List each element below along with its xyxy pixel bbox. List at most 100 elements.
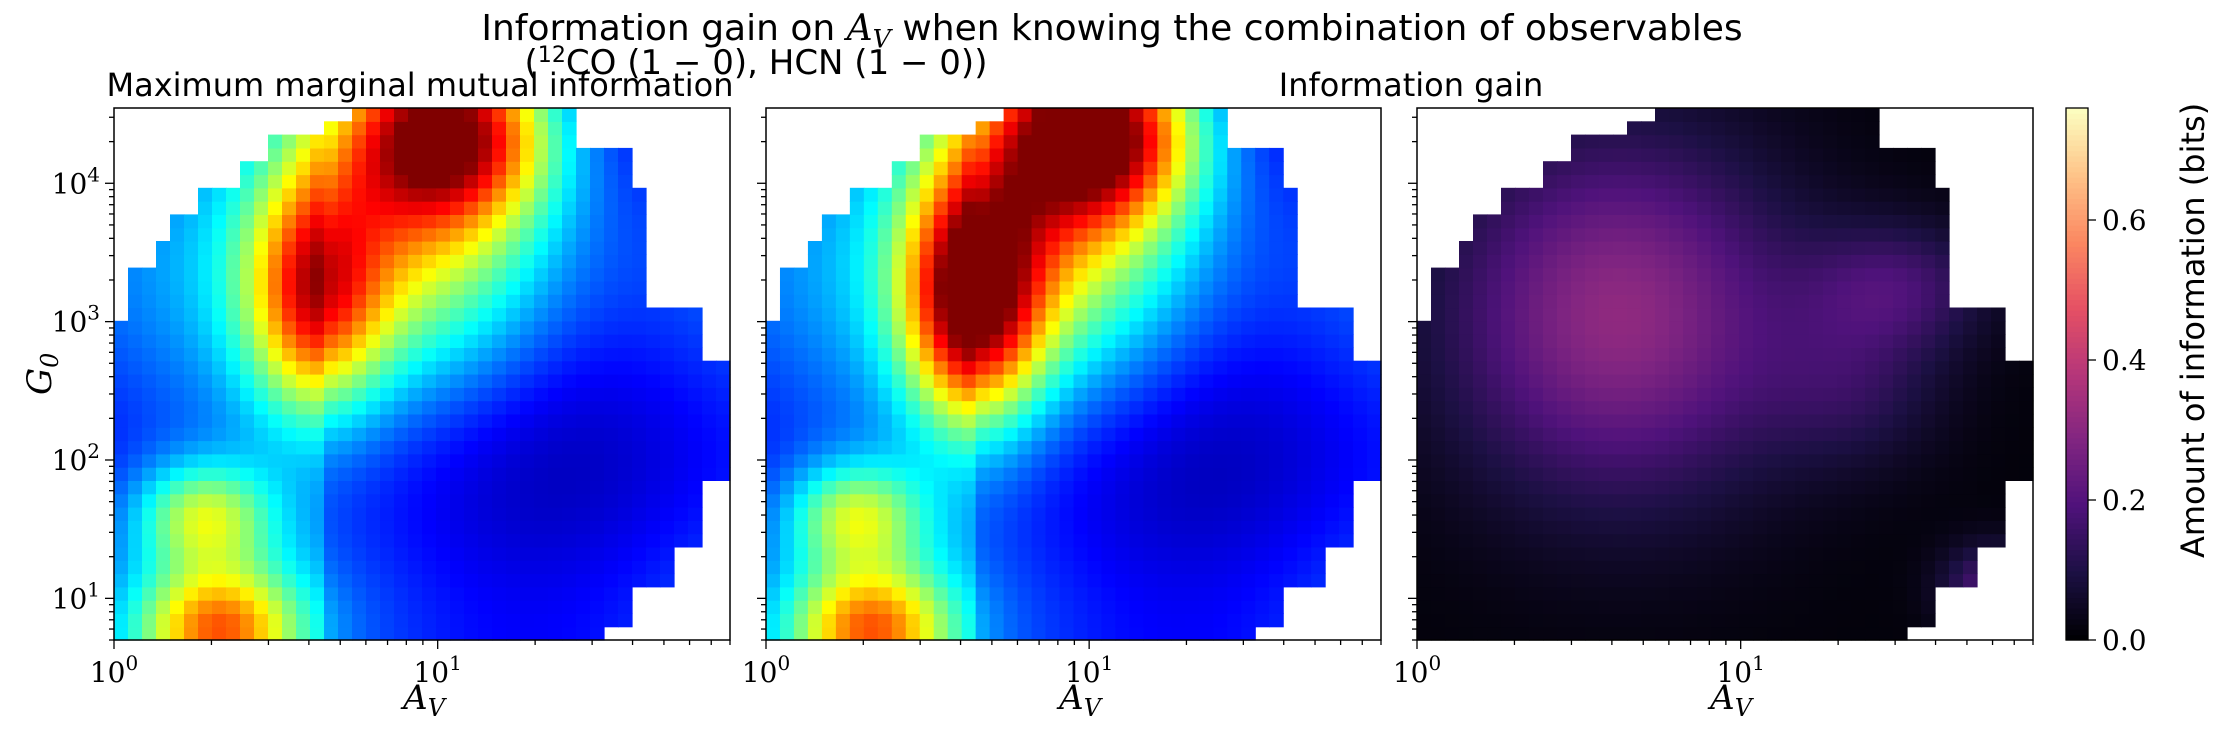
heatmap-cell xyxy=(1185,147,1200,162)
heatmap-cell xyxy=(1865,573,1880,588)
heatmap-cell xyxy=(142,480,157,495)
heatmap-cell xyxy=(422,546,437,561)
heatmap-cell xyxy=(1143,440,1158,455)
heatmap-cell xyxy=(1031,573,1047,588)
heatmap-cell xyxy=(576,507,591,521)
heatmap-cell xyxy=(240,560,255,575)
heatmap-cell xyxy=(1017,187,1033,202)
heatmap-cell xyxy=(1557,267,1572,282)
heatmap-cell xyxy=(226,214,241,229)
heatmap-cell xyxy=(947,147,963,162)
heatmap-cell xyxy=(716,374,731,388)
heatmap-cell xyxy=(1753,280,1768,295)
heatmap-cell xyxy=(1297,307,1312,322)
heatmap-cell xyxy=(1907,214,1922,229)
heatmap-cell xyxy=(1795,427,1810,442)
heatmap-cell xyxy=(1599,294,1614,309)
heatmap-cell xyxy=(1087,374,1103,388)
heatmap-cell xyxy=(534,427,549,442)
heatmap-cell xyxy=(324,134,339,149)
heatmap-cell xyxy=(380,201,395,215)
colorbar-step xyxy=(2066,352,2088,359)
heatmap-cell xyxy=(1557,413,1572,428)
heatmap-cell xyxy=(436,533,451,548)
heatmap-cell xyxy=(114,440,129,455)
heatmap-cell xyxy=(408,533,423,548)
heatmap-cell xyxy=(716,360,731,375)
heatmap-cell xyxy=(464,161,479,176)
heatmap-cell xyxy=(352,174,367,189)
heatmap-cell xyxy=(422,560,437,575)
heatmap-cell xyxy=(1473,586,1488,601)
heatmap-cell xyxy=(1255,453,1270,468)
heatmap-cell xyxy=(1669,360,1684,375)
heatmap-cell xyxy=(1255,600,1270,614)
heatmap-cell xyxy=(1353,427,1368,442)
heatmap-cell xyxy=(1501,626,1516,641)
colorbar-step xyxy=(2066,177,2088,184)
heatmap-cell xyxy=(793,546,809,561)
panel-frame-2 xyxy=(765,107,1382,641)
heatmap-cell xyxy=(891,507,907,521)
heatmap-cell xyxy=(1367,400,1382,415)
heatmap-cell xyxy=(240,427,255,442)
colorbar-step xyxy=(2066,219,2088,226)
heatmap-cell xyxy=(324,533,339,548)
heatmap-cell xyxy=(877,413,893,428)
heatmap-cell xyxy=(604,147,619,162)
heatmap-cell xyxy=(254,201,269,215)
heatmap-cell xyxy=(1185,613,1200,628)
heatmap-cell xyxy=(1627,520,1642,535)
heatmap-cell xyxy=(1669,613,1684,628)
heatmap-cell xyxy=(905,546,921,561)
heatmap-cell xyxy=(1753,626,1768,641)
heatmap-cell xyxy=(1627,613,1642,628)
heatmap-cell xyxy=(394,480,409,495)
colorbar-step xyxy=(2066,182,2088,189)
heatmap-cell xyxy=(1045,147,1061,162)
heatmap-cell xyxy=(1213,121,1228,136)
heatmap-cell xyxy=(268,467,283,481)
heatmap-cell xyxy=(282,201,297,215)
heatmap-cell xyxy=(1795,626,1810,641)
heatmap-cell xyxy=(464,533,479,548)
heatmap-cell xyxy=(1227,347,1242,362)
heatmap-cell xyxy=(1515,387,1530,402)
heatmap-cell xyxy=(1627,493,1642,508)
heatmap-cell xyxy=(821,546,837,561)
heatmap-cell xyxy=(1795,493,1810,508)
heatmap-cell xyxy=(863,241,879,255)
heatmap-cell xyxy=(1739,613,1754,628)
heatmap-cell xyxy=(1739,280,1754,295)
heatmap-cell xyxy=(1199,267,1214,282)
heatmap-cell xyxy=(1129,108,1144,122)
heatmap-cell xyxy=(646,400,661,415)
heatmap-cell xyxy=(1795,108,1810,122)
heatmap-cell xyxy=(1557,586,1572,601)
heatmap-cell xyxy=(1655,573,1670,588)
heatmap-cell xyxy=(422,121,437,136)
heatmap-cell xyxy=(296,480,311,495)
heatmap-cell xyxy=(1725,560,1740,575)
heatmap-cell xyxy=(1087,241,1103,255)
heatmap-cell xyxy=(1143,174,1158,189)
heatmap-cell xyxy=(548,613,563,628)
heatmap-cell xyxy=(1879,533,1894,548)
heatmap-cell xyxy=(1543,613,1558,628)
heatmap-cell xyxy=(632,280,647,295)
heatmap-cell xyxy=(1641,307,1656,322)
heatmap-cell xyxy=(1921,161,1936,176)
heatmap-cell xyxy=(198,600,213,614)
heatmap-cell xyxy=(436,334,451,348)
heatmap-cell xyxy=(1515,626,1530,641)
heatmap-cell xyxy=(142,267,157,282)
colorbar-step xyxy=(2066,538,2088,545)
heatmap-cell xyxy=(1599,347,1614,362)
heatmap-cell xyxy=(1613,307,1628,322)
heatmap-cell xyxy=(1795,533,1810,548)
heatmap-cell xyxy=(156,347,171,362)
heatmap-cell xyxy=(618,400,633,415)
heatmap-cell xyxy=(1073,187,1089,202)
heatmap-cell xyxy=(1907,613,1922,628)
heatmap-cell xyxy=(1655,480,1670,495)
